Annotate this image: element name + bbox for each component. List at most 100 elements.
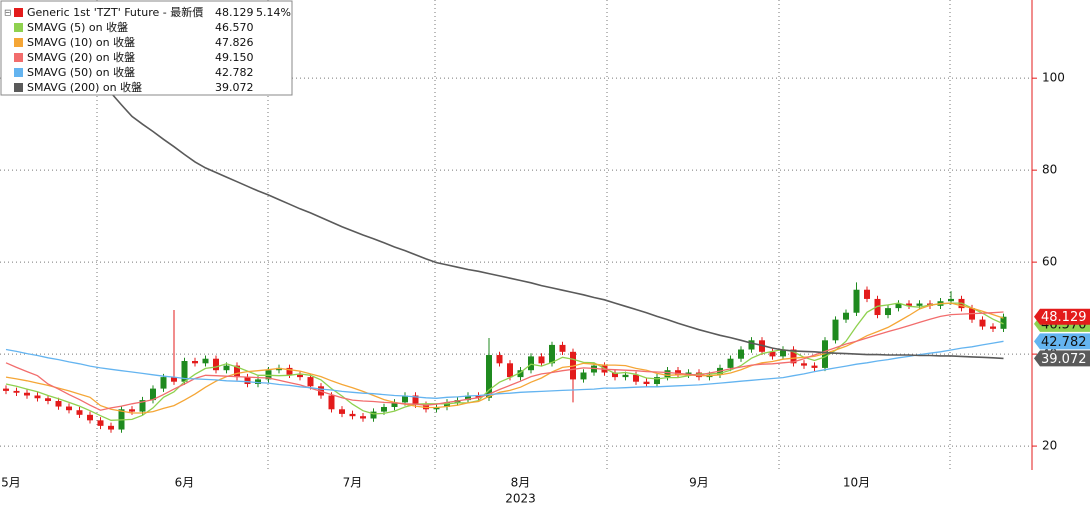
candle-body: [87, 414, 93, 421]
candle-body: [160, 377, 167, 389]
plot-area: 204060801005月6月7月8月20239月10月: [0, 0, 1065, 506]
candle-body: [780, 349, 786, 357]
candle-body: [916, 303, 923, 306]
ma-line: [5, 311, 1004, 411]
candle-body: [591, 365, 597, 373]
candle-body: [496, 355, 503, 364]
candle-body: [885, 308, 891, 316]
candle-body: [580, 372, 587, 380]
candle-body: [402, 395, 408, 403]
candle-body: [360, 416, 366, 419]
legend-swatch: [14, 38, 23, 47]
candle-body: [339, 409, 345, 414]
legend: ⊟ Generic 1st 'TZT' Future - 最新價 48.129 5.1…: [0, 0, 293, 96]
candle-body: [507, 363, 513, 378]
candle-body: [906, 303, 912, 306]
candle-body: [538, 356, 545, 364]
legend-value: 39.072: [215, 81, 254, 94]
legend-value: 47.826: [215, 36, 254, 49]
candle-body: [391, 402, 398, 407]
price-tag: [1034, 308, 1090, 325]
candle-body: [328, 395, 335, 410]
candle-body: [34, 395, 41, 399]
candle-body: [948, 298, 954, 302]
candle-body: [738, 349, 744, 359]
legend-value: 49.150: [215, 51, 254, 64]
candle-body: [307, 377, 314, 387]
candle-body: [486, 355, 492, 398]
candle-body: [517, 370, 524, 378]
candle-body: [769, 351, 776, 357]
price-tag-label: 48.129: [1041, 310, 1087, 325]
candle-body: [528, 356, 534, 371]
candle-body: [864, 289, 870, 299]
candle-body: [276, 367, 282, 371]
legend-label: SMAVG (200) on 收盤: [27, 80, 142, 94]
candle-body: [171, 377, 177, 382]
ma-line: [5, 32, 1004, 360]
x-tick-label: 7月: [343, 476, 363, 490]
legend-value: 42.782: [215, 66, 254, 79]
candle-body: [748, 340, 755, 350]
candle-body: [3, 388, 9, 391]
candle-body: [475, 395, 482, 398]
candle-body: [108, 425, 114, 430]
legend-swatch: [14, 68, 23, 77]
candle-body: [633, 374, 639, 382]
candle-body: [549, 344, 555, 364]
ma-line: [5, 340, 1004, 399]
y-tick-label: 60: [1042, 255, 1057, 269]
candle-body: [286, 367, 293, 375]
x-tick-label: 5月: [1, 476, 21, 490]
candle-body: [349, 413, 356, 417]
candle-body: [843, 312, 849, 320]
candle-body: [832, 319, 839, 341]
candle-body: [895, 303, 902, 309]
candle-body: [66, 406, 72, 411]
candle-body: [853, 289, 860, 313]
candle-body: [129, 409, 135, 412]
y-tick-label: 20: [1042, 439, 1057, 453]
candle-body: [213, 358, 219, 371]
candle-body: [675, 370, 681, 375]
candle-body: [45, 398, 51, 402]
candle-body: [381, 406, 387, 412]
candle-body: [465, 395, 471, 401]
candle-body: [13, 390, 20, 393]
candle-body: [181, 361, 188, 382]
candle-body: [654, 377, 660, 385]
legend-value: 48.129: [215, 6, 254, 19]
sma50-tag: [1034, 333, 1090, 350]
legend-swatch: [14, 8, 23, 17]
candle-body: [244, 377, 251, 385]
candle-body: [979, 319, 986, 327]
x-tick-label: 9月: [689, 476, 709, 490]
x-tick-label: 6月: [175, 476, 195, 490]
sma50-tag-label: 42.782: [1041, 335, 1087, 350]
candle-body: [790, 349, 797, 364]
year-label: 2023: [505, 492, 536, 506]
legend-value: 46.570: [215, 21, 254, 34]
legend-box: [0, 0, 293, 96]
x-tick-label: 10月: [843, 476, 870, 490]
candle-body: [76, 410, 83, 415]
candle-body: [990, 326, 996, 329]
candle-body: [559, 344, 566, 352]
candle-body: [643, 381, 650, 385]
candle-body: [150, 388, 156, 401]
legend-label: SMAVG (20) on 收盤: [27, 50, 135, 64]
candle-body: [664, 370, 671, 378]
legend-label: SMAVG (10) on 收盤: [27, 35, 135, 49]
y-tick-label: 80: [1042, 163, 1057, 177]
legend-change: 5.14%: [256, 6, 291, 19]
candle-body: [801, 363, 807, 366]
legend-label: Generic 1st 'TZT' Future - 最新價: [27, 5, 203, 19]
legend-label: SMAVG (50) on 收盤: [27, 65, 135, 79]
candle-body: [55, 401, 62, 407]
legend-swatch: [14, 53, 23, 62]
candle-body: [234, 365, 240, 378]
candle-body: [622, 374, 629, 378]
